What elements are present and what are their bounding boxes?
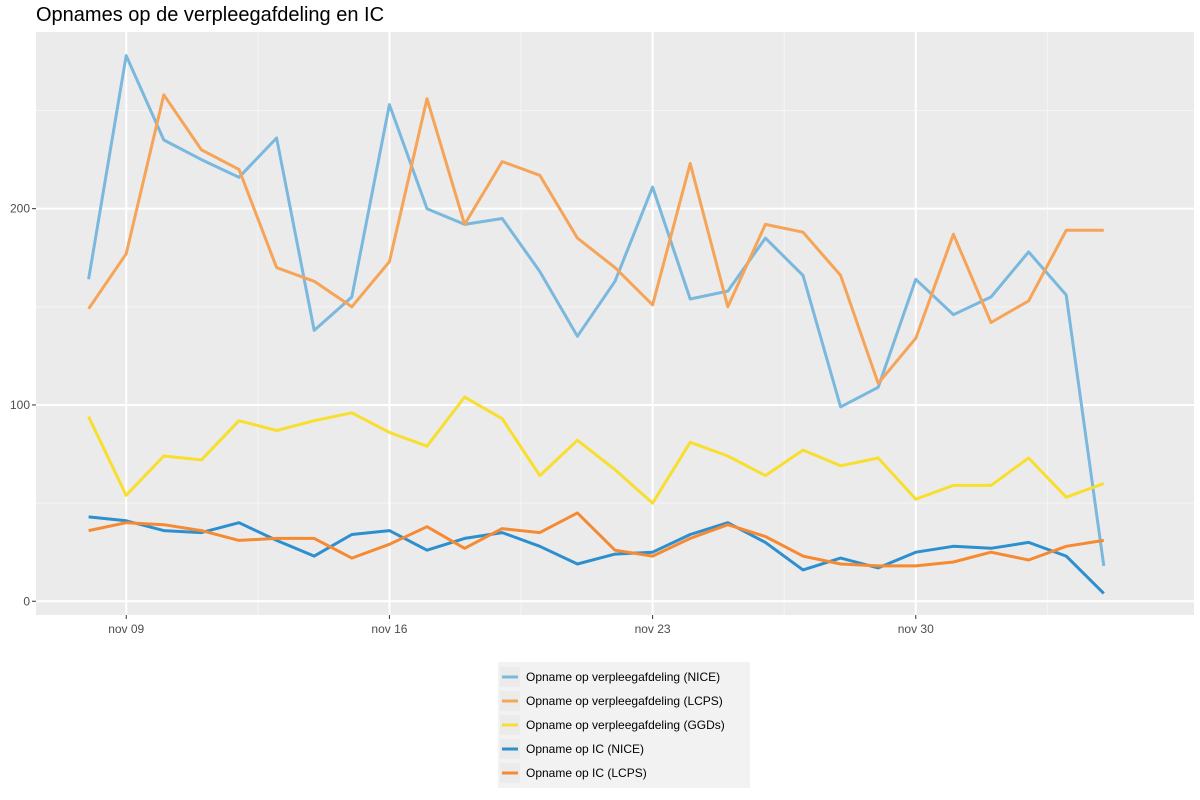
legend-label-5: Opname op IC (LCPS) (526, 766, 647, 780)
legend-label-4: Opname op IC (NICE) (526, 742, 644, 756)
x-tick-label: nov 16 (371, 622, 407, 636)
grid-minor (36, 32, 1194, 615)
x-axis: nov 09 nov 16 nov 23 nov 30 (108, 615, 934, 636)
y-tick-label: 0 (23, 594, 30, 608)
legend-label-2: Opname op verpleegafdeling (LCPS) (526, 694, 723, 708)
legend-background (498, 662, 750, 788)
chart-title: Opnames op de verpleegafdeling en IC (36, 4, 384, 26)
series-line-5 (88, 511, 1105, 568)
grid-major (36, 32, 1194, 615)
y-tick-label: 200 (10, 202, 30, 216)
series-lines (87, 54, 1106, 595)
legend-label-1: Opname op verpleegafdeling (NICE) (526, 670, 720, 684)
series-line-3 (87, 395, 1105, 505)
x-tick-label: nov 30 (898, 622, 934, 636)
series-line-2 (87, 93, 1104, 385)
series-line-4 (88, 515, 1105, 595)
series-line-1 (87, 54, 1106, 567)
y-axis: 0 100 200 (10, 202, 36, 608)
legend: Opname op verpleegafdeling (NICE) Opname … (498, 662, 750, 788)
plot-panel (36, 32, 1194, 615)
y-tick-label: 100 (10, 398, 30, 412)
x-tick-label: nov 23 (635, 622, 671, 636)
legend-label-3: Opname op verpleegafdeling (GGDs) (526, 718, 725, 732)
x-tick-label: nov 09 (108, 622, 144, 636)
